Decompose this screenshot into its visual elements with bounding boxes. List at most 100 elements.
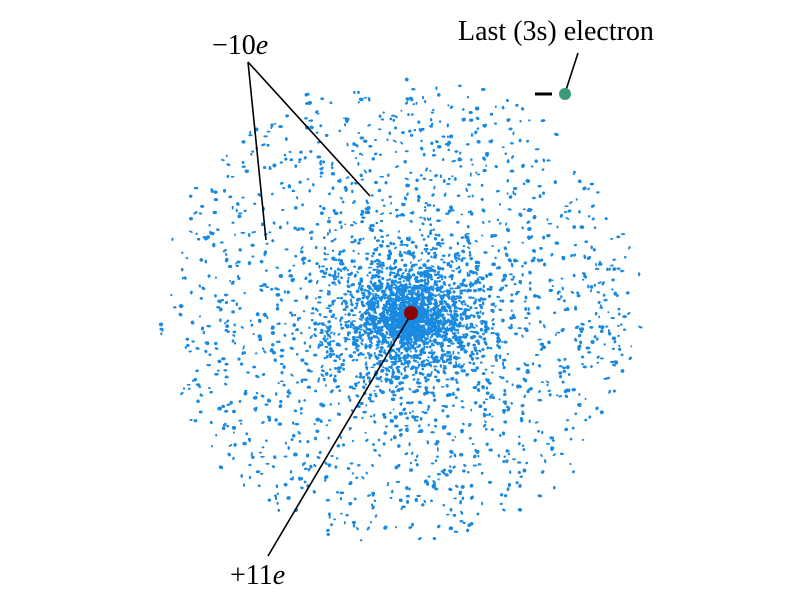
- electron-cloud-dot: [503, 246, 507, 251]
- electron-cloud-dot: [357, 381, 360, 384]
- electron-cloud-dot: [401, 275, 404, 278]
- electron-cloud-dot: [412, 378, 416, 381]
- electron-cloud-dot: [403, 263, 408, 268]
- electron-cloud-dot: [365, 404, 368, 407]
- electron-cloud-dot: [331, 302, 335, 306]
- electron-cloud-dot: [366, 367, 369, 371]
- electron-cloud-dot: [456, 241, 460, 246]
- electron-cloud-dot: [489, 347, 493, 350]
- electron-cloud-dot: [424, 243, 428, 247]
- electron-cloud-dot: [458, 324, 461, 327]
- electron-cloud-dot: [428, 339, 432, 343]
- electron-cloud-dot: [372, 268, 376, 271]
- electron-cloud-dot: [460, 302, 464, 306]
- electron-cloud-dot: [343, 293, 348, 296]
- electron-cloud-dot: [320, 328, 324, 333]
- electron-cloud-dot: [329, 331, 333, 334]
- electron-cloud-dot: [427, 300, 432, 305]
- electron-cloud-dot: [466, 323, 468, 326]
- electron-cloud-dot: [399, 340, 402, 345]
- electron-cloud-dot: [356, 304, 359, 307]
- electron-cloud-dot: [404, 365, 407, 369]
- electron-cloud-dot: [470, 408, 473, 412]
- electron-cloud-dot: [344, 313, 347, 316]
- electron-cloud-dot: [392, 393, 397, 397]
- electron-cloud-dot: [284, 322, 287, 325]
- electron-cloud-dot: [427, 235, 430, 238]
- electron-cloud-dot: [388, 388, 391, 392]
- electron-cloud-dot: [398, 280, 402, 284]
- electron-cloud-dot: [364, 344, 368, 350]
- electron-cloud-dot: [457, 351, 460, 355]
- electron-cloud-dot: [469, 314, 474, 317]
- electron-cloud-dot: [456, 285, 461, 289]
- electron-cloud-dot: [381, 266, 384, 270]
- electron-cloud-dot: [417, 363, 421, 368]
- electron-cloud-dot: [338, 366, 343, 369]
- electron-cloud-dot: [352, 351, 357, 354]
- electron-cloud-dot: [347, 395, 351, 399]
- electron-cloud-dot: [469, 281, 472, 284]
- electron-cloud-dot: [424, 270, 429, 272]
- electron-cloud-dot: [381, 276, 385, 281]
- electron-cloud-dot: [422, 335, 426, 338]
- electron-cloud-dot: [346, 269, 349, 272]
- electron-cloud-dot: [393, 300, 396, 304]
- electron-cloud-dot: [427, 359, 430, 362]
- electron-cloud-dot: [375, 376, 379, 380]
- electron-cloud-dot: [368, 376, 371, 381]
- electron-cloud-dot: [409, 321, 413, 324]
- electron-cloud-dot: [478, 303, 483, 306]
- electron-cloud-dot: [410, 340, 413, 343]
- electron-cloud-dot: [472, 330, 477, 334]
- electron-cloud-dot: [440, 274, 444, 279]
- electron-cloud-dot: [361, 304, 366, 308]
- electron-cloud-dot: [394, 279, 398, 283]
- electron-cloud-dot: [398, 230, 400, 233]
- electron-cloud-dot: [421, 222, 425, 226]
- electron-cloud-dot: [389, 212, 393, 215]
- electron-cloud-dot: [382, 303, 386, 307]
- electron-cloud-dot: [428, 361, 433, 364]
- electron-cloud-dot: [475, 351, 479, 356]
- electron-cloud-dot: [400, 345, 403, 349]
- electron-cloud-dot: [334, 275, 340, 278]
- electron-cloud-dot: [328, 284, 331, 287]
- electron-cloud-dot: [352, 326, 357, 329]
- electron-cloud-dot: [340, 363, 345, 367]
- electron-cloud-dot: [367, 320, 370, 324]
- electron-cloud-dot: [344, 301, 348, 306]
- electron-cloud-dot: [323, 252, 327, 256]
- electron-cloud-dot: [458, 308, 463, 310]
- electron-cloud-dot: [416, 378, 420, 381]
- electron-cloud-dot: [364, 363, 368, 366]
- electron-cloud-dot: [457, 254, 461, 257]
- electron-cloud-dot: [449, 354, 453, 358]
- electron-cloud-dot: [456, 346, 461, 349]
- electron-cloud-dot: [412, 263, 416, 267]
- electron-cloud-dot: [499, 355, 502, 360]
- electron-cloud-dot: [329, 324, 332, 329]
- electron-cloud-dot: [335, 385, 341, 389]
- electron-cloud-dot: [436, 369, 440, 374]
- electron-cloud-dot: [407, 270, 411, 273]
- electron-cloud-dot: [449, 287, 454, 290]
- electron-cloud-dot: [394, 424, 399, 428]
- electron-cloud-dot: [355, 394, 360, 398]
- electron-cloud-dot: [425, 345, 429, 349]
- electron-cloud-dot: [380, 380, 383, 383]
- electron-cloud-dot: [464, 303, 467, 306]
- electron-cloud-dot: [390, 298, 395, 300]
- electron-cloud-dot: [468, 253, 472, 257]
- electron-cloud-dot: [365, 361, 368, 364]
- electron-cloud-dot: [439, 245, 443, 248]
- electron-cloud-dot: [414, 325, 417, 328]
- electron-cloud: [158, 77, 643, 542]
- electron-cloud-dot: [473, 348, 478, 353]
- electron-cloud-dot: [421, 410, 424, 413]
- electron-cloud-dot: [427, 356, 430, 359]
- electron-cloud-dot: [468, 296, 473, 299]
- electron-cloud-dot: [346, 279, 350, 284]
- electron-cloud-dot: [368, 393, 373, 397]
